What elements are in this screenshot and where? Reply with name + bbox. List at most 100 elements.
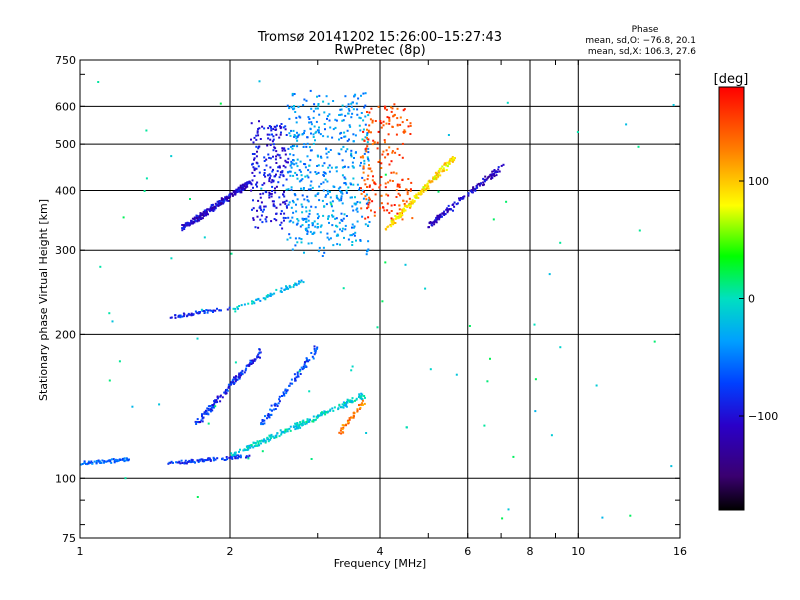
data-point (344, 150, 347, 153)
data-point (338, 221, 341, 224)
data-point (383, 139, 386, 142)
data-point (397, 185, 400, 187)
data-point (349, 399, 352, 402)
data-point (338, 431, 341, 434)
data-point (243, 448, 246, 451)
data-point (364, 195, 367, 198)
data-point (184, 222, 187, 225)
data-point (99, 462, 102, 464)
data-point (359, 239, 362, 241)
data-point (296, 371, 299, 374)
data-point (230, 383, 232, 386)
data-point (257, 199, 260, 202)
data-point (301, 211, 304, 214)
data-point (240, 186, 243, 189)
data-point (239, 448, 241, 451)
data-point (483, 183, 485, 186)
data-point (188, 224, 191, 227)
data-point (403, 207, 405, 210)
data-point (403, 203, 406, 205)
data-point (495, 170, 498, 173)
data-point (396, 185, 399, 188)
data-point (301, 368, 304, 371)
data-point (438, 218, 441, 221)
data-point (208, 408, 210, 411)
data-point (196, 337, 199, 340)
data-point (433, 175, 436, 178)
data-point (227, 385, 230, 388)
data-point (438, 216, 441, 219)
data-point (275, 436, 278, 439)
data-point (290, 206, 293, 209)
y-tick-label: 200 (55, 328, 76, 341)
data-point (100, 461, 103, 464)
data-point (352, 133, 355, 136)
data-point (277, 166, 280, 169)
data-point (374, 193, 377, 196)
data-point (672, 104, 675, 106)
data-point (213, 402, 216, 405)
data-point (257, 356, 260, 358)
data-point (303, 129, 306, 132)
data-point (239, 454, 242, 457)
data-point (281, 395, 283, 397)
data-point (323, 251, 326, 254)
data-point (325, 152, 328, 155)
data-point (255, 161, 258, 164)
data-point (340, 406, 342, 409)
data-point (347, 186, 350, 189)
data-point (245, 456, 247, 459)
data-point (123, 457, 126, 460)
data-point (323, 412, 326, 415)
data-point (210, 309, 213, 312)
data-point (255, 299, 258, 301)
data-point (284, 430, 287, 432)
data-point (340, 108, 343, 111)
data-point (287, 287, 289, 290)
data-point (356, 408, 359, 411)
data-point (250, 360, 253, 363)
data-point (220, 198, 223, 201)
data-point (350, 234, 353, 237)
data-point (349, 234, 352, 237)
data-point (396, 212, 399, 215)
data-point (267, 440, 270, 443)
data-point (247, 446, 250, 449)
data-point (468, 325, 471, 327)
data-point (362, 167, 365, 170)
data-point (292, 154, 295, 157)
data-point (114, 458, 117, 461)
data-point (307, 226, 310, 229)
data-point (475, 187, 478, 189)
data-point (366, 111, 368, 113)
data-point (326, 189, 329, 192)
data-point (402, 199, 405, 202)
data-point (269, 143, 272, 146)
data-point (366, 207, 369, 210)
data-point (404, 263, 407, 266)
data-point (216, 395, 219, 398)
data-point (269, 138, 272, 141)
data-point (298, 169, 301, 172)
data-point (402, 210, 405, 213)
data-point (367, 216, 370, 219)
data-point (472, 189, 475, 192)
data-point (258, 351, 261, 354)
data-point (294, 237, 297, 240)
data-point (368, 164, 370, 167)
data-point (299, 170, 302, 173)
data-point (295, 376, 298, 379)
data-point (284, 388, 287, 391)
data-point (254, 442, 257, 444)
data-point (200, 217, 203, 220)
data-point (320, 224, 323, 227)
data-point (365, 432, 368, 434)
data-point (214, 309, 217, 312)
data-point (261, 439, 264, 442)
data-point (175, 461, 178, 464)
data-point (263, 438, 266, 441)
data-point (333, 230, 336, 233)
data-point (406, 191, 409, 194)
data-point (169, 461, 172, 464)
